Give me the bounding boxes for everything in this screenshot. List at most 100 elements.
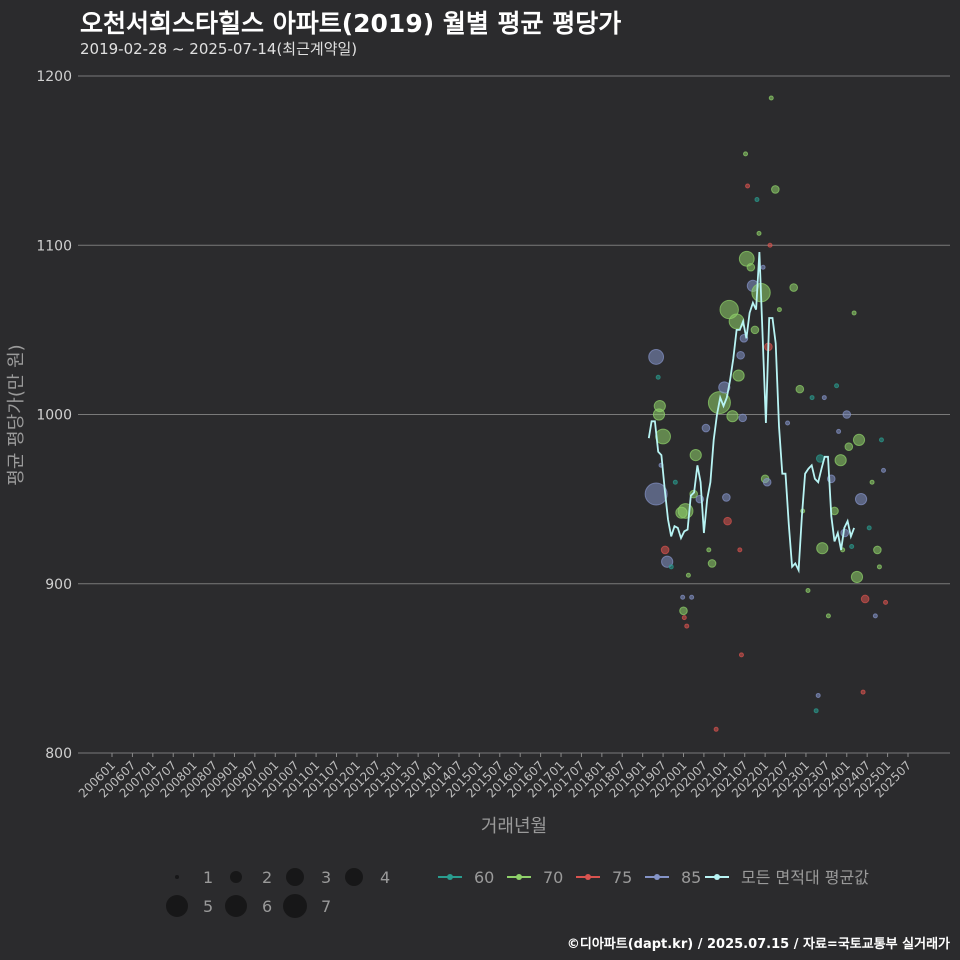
point-27-area-85 — [718, 381, 731, 394]
series-legend: 60 70 75 85 모든 면적대 평균값 — [438, 868, 869, 887]
average-line — [647, 251, 855, 574]
point-17-area-70 — [685, 572, 691, 578]
point-48-area-85 — [760, 264, 766, 270]
y-axis-title: 평균 평당가(만 원) — [6, 344, 27, 485]
point-45-area-60 — [754, 197, 760, 203]
size-legend-dot-6 — [225, 895, 247, 917]
series-legend-dot-2 — [585, 874, 591, 880]
chart-title: 오천서희스타힐스 아파트(2019) 월별 평균 평당가 — [80, 9, 622, 38]
size-legend-dot-2 — [230, 871, 242, 883]
point-66-area-85 — [821, 395, 827, 401]
point-55-area-70 — [776, 307, 782, 313]
point-83-area-75 — [860, 594, 870, 604]
size-legend-dot-3 — [286, 868, 304, 886]
point-91-area-75 — [883, 599, 889, 605]
point-46-area-70 — [756, 230, 762, 236]
grid-lines — [78, 75, 950, 757]
point-82-area-75 — [860, 689, 866, 695]
point-28-area-85 — [722, 493, 731, 502]
point-78-area-70 — [851, 310, 857, 316]
point-33-area-70 — [732, 369, 745, 382]
point-87-area-70 — [873, 545, 882, 555]
size-legend-dot-1 — [175, 875, 179, 879]
point-89-area-60 — [878, 437, 884, 443]
series-legend-dot-0 — [447, 874, 453, 880]
point-79-area-70 — [850, 570, 864, 584]
point-34-area-85 — [736, 350, 745, 360]
point-37-area-85 — [738, 413, 747, 423]
point-57-area-70 — [789, 283, 799, 292]
point-88-area-70 — [876, 564, 882, 570]
series-legend-dot-1 — [516, 874, 522, 880]
point-53-area-70 — [768, 95, 774, 101]
x-axis-title: 거래년월 — [481, 816, 547, 837]
point-39-area-70 — [743, 151, 749, 157]
point-20-area-70 — [689, 449, 702, 462]
y-tick-1000: 1000 — [36, 408, 72, 424]
size-legend-label-7: 7 — [321, 897, 331, 916]
y-tick-labels: 800 900 1000 1100 1200 — [36, 69, 72, 762]
size-legend-label-2: 2 — [262, 868, 272, 887]
point-9-area-60 — [668, 564, 674, 570]
series-legend-label-1: 70 — [543, 868, 563, 887]
point-62-area-60 — [813, 708, 819, 714]
point-13-area-70 — [679, 606, 688, 616]
point-31-area-70 — [726, 410, 739, 423]
point-90-area-85 — [881, 467, 887, 473]
series-legend-dot-3 — [654, 874, 660, 880]
point-67-area-70 — [825, 613, 831, 619]
point-75-area-85 — [842, 410, 852, 419]
x-tick-labels: 2006012006072007012007072008012008072009… — [76, 758, 914, 800]
point-16-area-75 — [684, 623, 690, 629]
size-legend-dot-7 — [283, 894, 307, 918]
point-86-area-85 — [872, 613, 878, 619]
point-56-area-85 — [785, 420, 791, 426]
series-legend-label-0: 60 — [474, 868, 494, 887]
point-22-area-85 — [701, 423, 711, 433]
point-8-area-85 — [661, 555, 674, 568]
point-76-area-70 — [844, 442, 854, 451]
y-tick-900: 900 — [45, 577, 72, 593]
size-legend-label-1: 1 — [203, 868, 213, 887]
series-legend-dot-4 — [714, 874, 720, 880]
series-legend-label-3: 85 — [681, 868, 701, 887]
series-legend-label-2: 75 — [612, 868, 632, 887]
point-84-area-60 — [866, 525, 872, 531]
point-14-area-85 — [680, 594, 686, 600]
y-tick-1100: 1100 — [36, 238, 72, 254]
y-tick-800: 800 — [45, 746, 72, 762]
point-54-area-70 — [771, 185, 780, 194]
size-legend-dot-4 — [345, 868, 363, 886]
size-legend-label-6: 6 — [262, 897, 272, 916]
point-5-area-85 — [644, 482, 668, 506]
chart-subtitle: 2019-02-28 ~ 2025-07-14(최근계약일) — [80, 40, 358, 58]
point-61-area-60 — [809, 395, 815, 401]
point-60-area-70 — [805, 588, 811, 594]
point-63-area-85 — [815, 692, 821, 698]
point-18-area-85 — [689, 594, 695, 600]
point-40-area-75 — [745, 183, 751, 189]
point-70-area-60 — [834, 383, 840, 389]
point-25-area-75 — [713, 726, 719, 732]
size-legend-dot-5 — [166, 895, 188, 917]
point-58-area-70 — [795, 384, 805, 394]
point-72-area-70 — [834, 454, 847, 467]
point-10-area-60 — [672, 479, 678, 485]
point-1-area-60 — [655, 374, 661, 380]
size-legend-label-5: 5 — [203, 897, 213, 916]
point-7-area-75 — [660, 545, 670, 555]
point-0-area-85 — [648, 349, 665, 365]
point-80-area-70 — [852, 433, 866, 446]
point-71-area-85 — [836, 428, 842, 434]
size-legend: 1 2 3 4 5 6 7 — [166, 868, 390, 918]
point-29-area-75 — [723, 516, 732, 526]
point-81-area-85 — [854, 493, 868, 506]
point-42-area-70 — [746, 262, 756, 272]
y-tick-1200: 1200 — [36, 69, 72, 85]
size-legend-label-3: 3 — [321, 868, 331, 887]
footer-credit: ©디아파트(dapt.kr) / 2025.07.15 / 자료=국토교통부 실… — [566, 937, 950, 952]
point-35-area-75 — [737, 547, 743, 553]
point-24-area-70 — [707, 559, 717, 568]
series-legend-label-4: 모든 면적대 평균값 — [741, 868, 869, 887]
